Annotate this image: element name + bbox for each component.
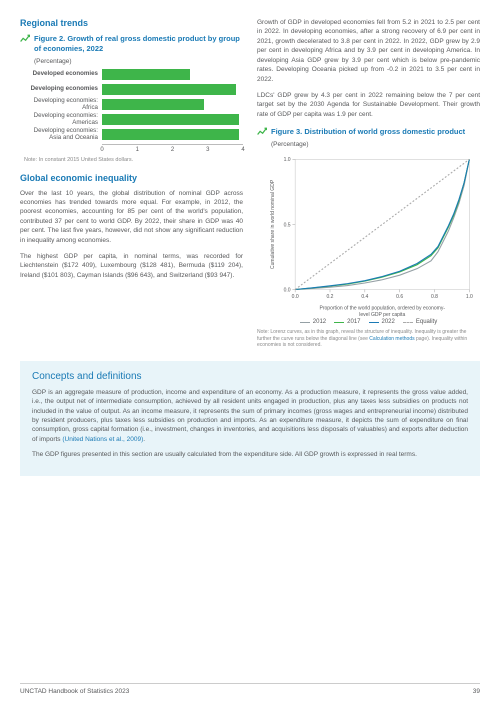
axis-tick: 2 <box>171 147 174 153</box>
footer-source: UNCTAD Handbook of Statistics 2023 <box>20 688 129 695</box>
legend-swatch <box>300 322 310 323</box>
bar-fill <box>102 114 239 125</box>
figure-2-chart: Developed economies Developing economies D… <box>24 69 243 154</box>
legend-swatch <box>334 322 344 323</box>
legend-item: 2017 <box>334 319 360 325</box>
figure-2-title: Figure 2. Growth of real gross domestic … <box>34 34 243 54</box>
svg-text:0.0: 0.0 <box>292 294 299 300</box>
legend-item: 2022 <box>369 319 395 325</box>
axis-tick: 3 <box>206 147 209 153</box>
section-inequality: Global economic inequality <box>20 173 243 183</box>
bar-label: Developed economies <box>24 71 102 78</box>
legend-label: 2022 <box>382 319 395 325</box>
inequality-para-2: The highest GDP per capita, in nominal t… <box>20 252 243 280</box>
svg-text:0.4: 0.4 <box>361 294 368 300</box>
bar-fill <box>102 69 190 80</box>
figure-3-header: Figure 3. Distribution of world gross do… <box>257 127 480 137</box>
calc-methods-link[interactable]: Calculation methods <box>369 336 414 342</box>
figure-3-title: Figure 3. Distribution of world gross do… <box>271 127 465 137</box>
axis-tick: 4 <box>241 147 244 153</box>
figure-3-note: Note: Lorenz curves, as in this graph, r… <box>257 329 480 349</box>
bar-fill <box>102 84 236 95</box>
bar-label: Developing economies: Americas <box>24 113 102 127</box>
chart-line-icon <box>257 127 267 137</box>
bar-row: Developed economies <box>24 69 243 81</box>
chart-line-icon <box>20 34 30 44</box>
figure-3-unit: (Percentage) <box>271 141 480 148</box>
figure-2-note: Note: In constant 2015 United States dol… <box>24 157 243 163</box>
svg-text:1.0: 1.0 <box>466 294 473 300</box>
growth-para-1: Growth of GDP in developed economies fel… <box>257 18 480 84</box>
svg-text:0.0: 0.0 <box>284 288 291 294</box>
legend-label: Equality <box>416 319 437 325</box>
bar-label: Developing economies: Africa <box>24 98 102 112</box>
concepts-para-2: The GDP figures presented in this sectio… <box>32 450 468 459</box>
concepts-box: Concepts and definitions GDP is an aggre… <box>20 361 480 476</box>
figure-3-chart: 0.0 0.5 1.0 0.0 0.2 0.4 0.6 0.8 1.0 Proportion of… <box>257 152 480 349</box>
legend-item: 2012 <box>300 319 326 325</box>
concepts-heading: Concepts and definitions <box>32 371 468 382</box>
figure-3-legend: 2012 2017 2022 Equality <box>257 319 480 325</box>
svg-text:level GDP per capita: level GDP per capita <box>359 312 405 317</box>
bar-label: Developing economies: Asia and Oceania <box>24 128 102 142</box>
bar-row: Developing economies: Africa <box>24 99 243 111</box>
legend-item: Equality <box>403 319 437 325</box>
svg-text:Proportion of the world popula: Proportion of the world population, orde… <box>319 306 445 312</box>
axis-tick: 1 <box>136 147 139 153</box>
bar-row: Developing economies <box>24 84 243 96</box>
bar-label: Developing economies <box>24 86 102 93</box>
figure-2-header: Figure 2. Growth of real gross domestic … <box>20 34 243 54</box>
bar-fill <box>102 129 239 140</box>
svg-text:0.5: 0.5 <box>284 222 291 228</box>
bar-axis: 0 1 2 3 4 <box>102 144 243 154</box>
svg-text:0.8: 0.8 <box>431 294 438 300</box>
legend-swatch <box>403 322 413 323</box>
figure-2-unit: (Percentage) <box>34 58 243 65</box>
concepts-para-1: GDP is an aggregate measure of productio… <box>32 388 468 445</box>
legend-label: 2012 <box>313 319 326 325</box>
svg-text:Cumulative share in world nomi: Cumulative share in world nominal GDP <box>270 179 276 269</box>
bar-row: Developing economies: Asia and Oceania <box>24 129 243 141</box>
legend-swatch <box>369 322 379 323</box>
axis-tick: 0 <box>100 147 103 153</box>
un-2009-link[interactable]: (United Nations et al., 2009) <box>62 436 143 443</box>
section-regional-trends: Regional trends <box>20 18 243 28</box>
bar-row: Developing economies: Americas <box>24 114 243 126</box>
page-footer: UNCTAD Handbook of Statistics 2023 39 <box>20 683 480 695</box>
growth-para-2: LDCs' GDP grew by 4.3 per cent in 2022 r… <box>257 91 480 119</box>
inequality-para-1: Over the last 10 years, the global distr… <box>20 189 243 246</box>
bar-fill <box>102 99 204 110</box>
legend-label: 2017 <box>347 319 360 325</box>
page-number: 39 <box>473 688 480 695</box>
svg-text:0.6: 0.6 <box>396 294 403 300</box>
svg-text:0.2: 0.2 <box>327 294 334 300</box>
svg-text:1.0: 1.0 <box>284 157 291 163</box>
